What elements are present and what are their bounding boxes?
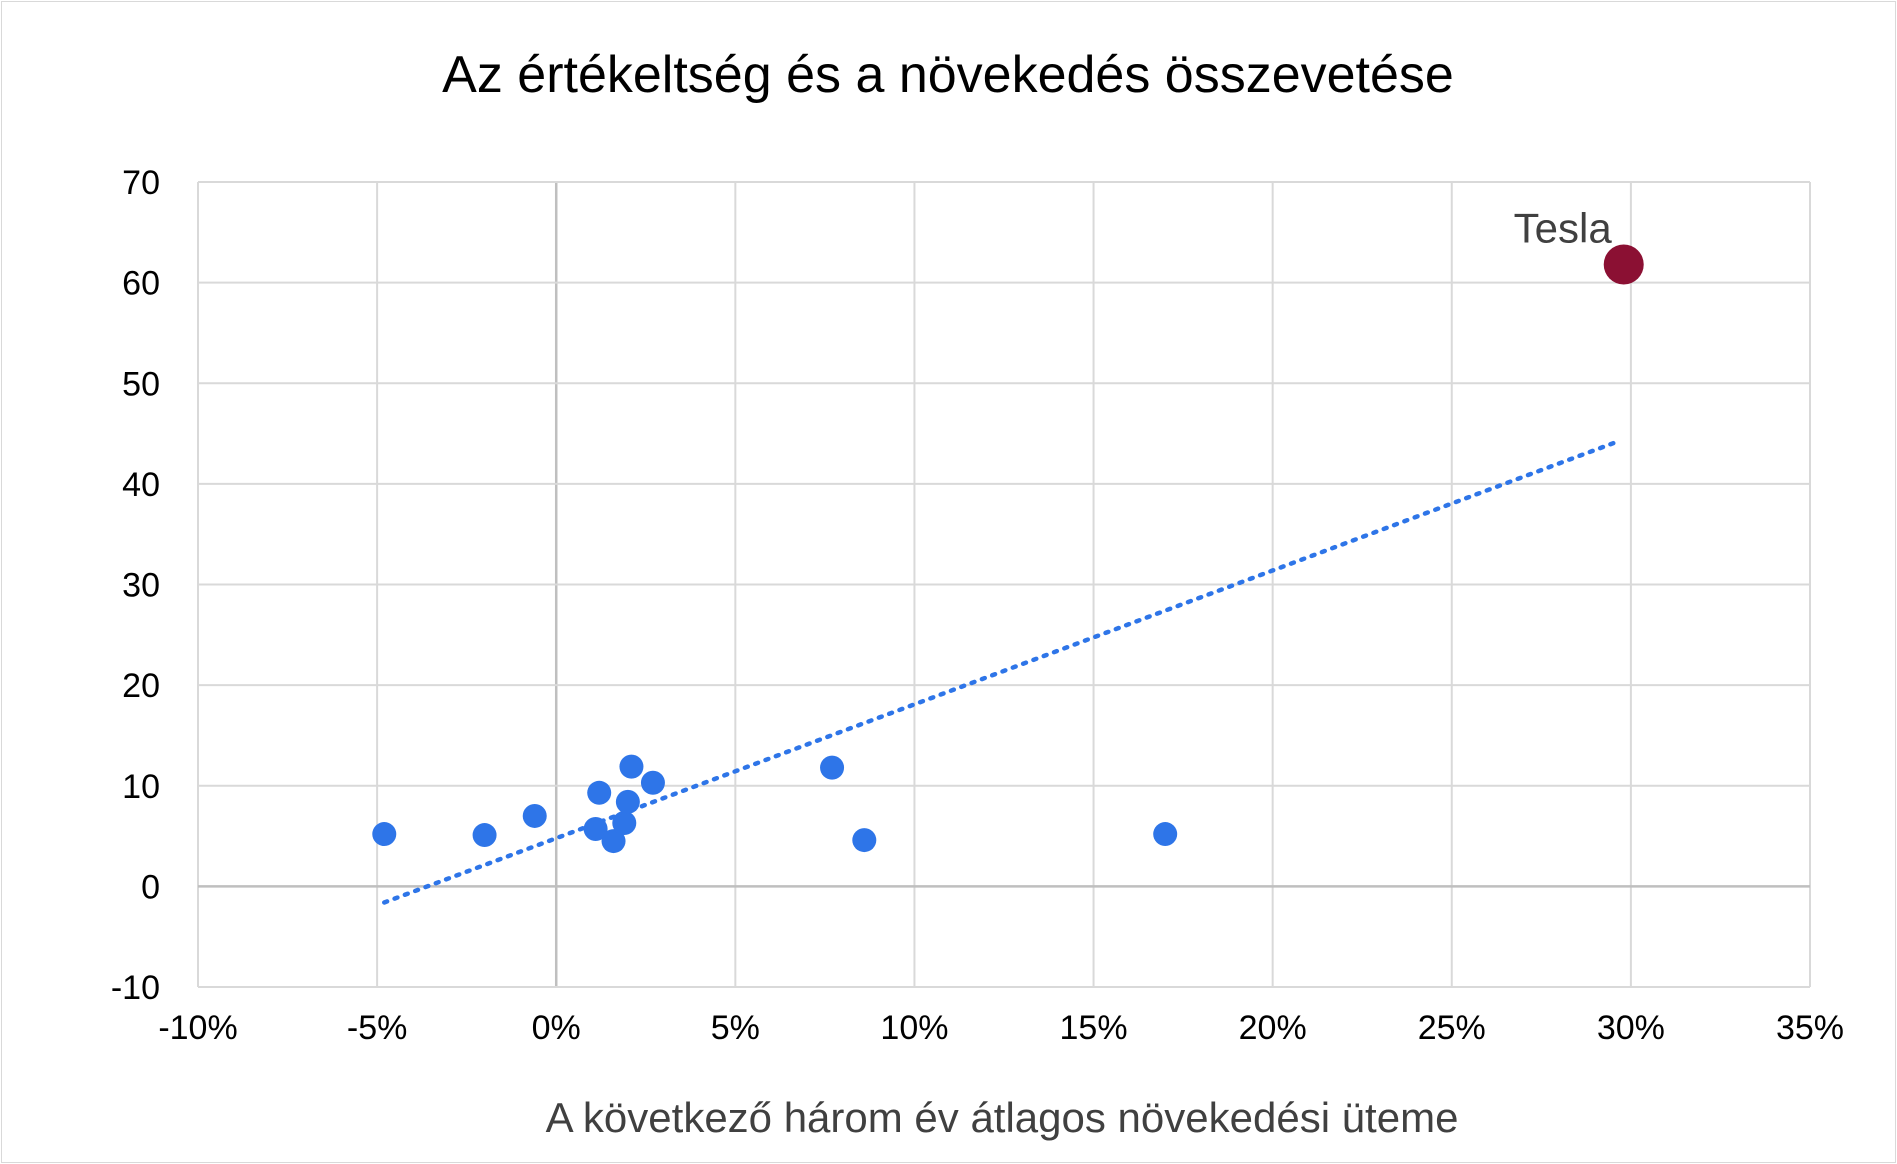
- y-tick-label: 30: [122, 567, 160, 605]
- x-tick-label: 0%: [532, 1009, 581, 1047]
- data-point: [583, 817, 608, 842]
- x-tick-label: 30%: [1597, 1009, 1665, 1047]
- data-point: [601, 829, 626, 854]
- axes: -10% -5% 0% 5% 10% 15% 20% 25% 30% 35% -10 0 10 20 30 4…: [111, 164, 1844, 1047]
- trendline-group: [382, 438, 1623, 905]
- y-tick-label: -10: [111, 969, 160, 1007]
- grid: [197, 181, 1811, 988]
- x-tick-label: 5%: [711, 1009, 760, 1047]
- x-axis-label: A következő három év átlagos növekedési …: [546, 1094, 1459, 1141]
- tesla-point: [1603, 244, 1644, 285]
- x-tick-label: -10%: [158, 1009, 237, 1047]
- y-tick-label: 0: [141, 868, 160, 906]
- x-tick-label: 20%: [1239, 1009, 1307, 1047]
- data-point: [615, 789, 640, 814]
- x-tick-label: 15%: [1060, 1009, 1128, 1047]
- data-point: [820, 755, 845, 780]
- x-tick-label: -5%: [347, 1009, 407, 1047]
- y-tick-label: 70: [122, 164, 160, 202]
- x-tick-label: 25%: [1418, 1009, 1486, 1047]
- data-point: [587, 780, 612, 805]
- data-points: [372, 244, 1644, 854]
- y-tick-label: 20: [122, 667, 160, 705]
- data-point: [1153, 822, 1178, 847]
- annotations: Tesla: [1514, 205, 1613, 252]
- data-point: [522, 803, 547, 828]
- tesla-label: Tesla: [1514, 205, 1613, 252]
- data-point: [852, 828, 877, 853]
- trendline: [382, 438, 1623, 905]
- data-point: [612, 810, 637, 835]
- y-tick-label: 60: [122, 265, 160, 303]
- y-tick-label: 40: [122, 466, 160, 504]
- x-tick-label: 10%: [880, 1009, 948, 1047]
- data-point: [619, 754, 644, 779]
- y-tick-label: 10: [122, 768, 160, 806]
- y-tick-label: 50: [122, 365, 160, 403]
- data-point: [640, 770, 665, 795]
- data-point: [372, 822, 397, 847]
- x-tick-label: 35%: [1776, 1009, 1844, 1047]
- data-point: [472, 823, 497, 848]
- chart-title: Az értékeltség és a növekedés összevetés…: [442, 46, 1454, 104]
